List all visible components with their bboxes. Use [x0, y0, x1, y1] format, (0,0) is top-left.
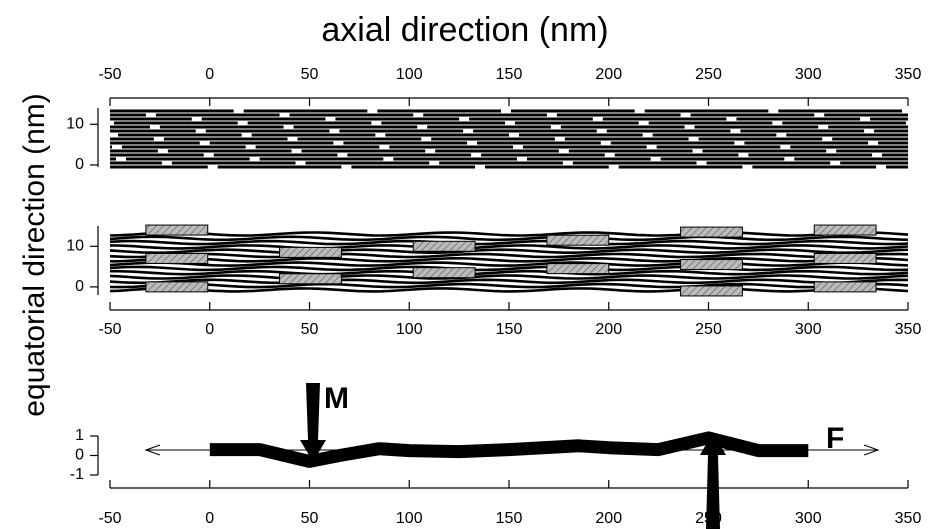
x-tick-label: 300 [795, 66, 822, 83]
y-tick-label: -1 [70, 466, 84, 483]
fibril [109, 282, 909, 289]
fibril [109, 231, 909, 237]
overlap-region [145, 281, 209, 293]
fibril [109, 239, 909, 246]
overlap-region [680, 226, 743, 238]
fibril-curve [209, 431, 809, 468]
fibril [110, 256, 909, 263]
y-tick-label: 0 [75, 278, 84, 295]
x-tick-label: -50 [98, 66, 121, 83]
y-tick-label: 0 [75, 156, 84, 173]
overlap-region [546, 263, 610, 275]
y-tick-label: 10 [66, 238, 84, 255]
x-tick-label: 350 [895, 510, 922, 527]
overlap-region [680, 285, 743, 297]
x-tick-label: 0 [205, 510, 214, 527]
x-tick-label: 200 [595, 510, 622, 527]
x-tick-label: 350 [895, 321, 922, 338]
annotation-f: F [826, 422, 844, 455]
overlap-region [279, 273, 342, 285]
x-tick-label: 0 [205, 66, 214, 83]
x-tick-label: -50 [98, 321, 121, 338]
fibril [110, 269, 909, 276]
fibril [109, 287, 909, 293]
x-tick-label: 350 [895, 66, 922, 83]
x-tick-label: 250 [695, 510, 722, 527]
annotation-m: M [324, 382, 349, 415]
arrow-up [700, 432, 726, 529]
x-tick-label: 250 [695, 66, 722, 83]
fibril [109, 252, 909, 259]
x-tick-label: 250 [695, 321, 722, 338]
force-head [863, 444, 880, 456]
x-tick-label: -50 [98, 510, 121, 527]
x-tick-label: 200 [595, 66, 622, 83]
title: axial direction (nm) [321, 11, 608, 49]
x-tick-label: 50 [301, 510, 319, 527]
overlap-region [813, 252, 877, 264]
overlap-region [145, 252, 209, 264]
x-tick-label: 200 [595, 321, 622, 338]
overlap-region [145, 224, 209, 236]
x-tick-label: 100 [396, 66, 423, 83]
x-tick-label: 100 [396, 510, 423, 527]
overlap-region [412, 240, 476, 252]
fibril [109, 261, 909, 267]
x-tick-label: 300 [795, 321, 822, 338]
fibril [109, 244, 909, 250]
y-tick-label: 1 [75, 427, 84, 444]
x-tick-label: 50 [301, 66, 319, 83]
fibril [109, 235, 909, 242]
fibril [109, 248, 909, 255]
force-head [144, 444, 161, 456]
overlap-region [813, 281, 877, 293]
y-tick-label: 0 [75, 447, 84, 464]
x-tick-label: 150 [496, 66, 523, 83]
x-tick-label: 100 [396, 321, 423, 338]
y-axis-label: equatorial direction (nm) [18, 93, 51, 416]
arrow-m [300, 383, 326, 462]
x-tick-label: 150 [496, 510, 523, 527]
overlap-region [680, 259, 743, 271]
y-tick-label: 10 [66, 115, 84, 132]
x-tick-label: 50 [301, 321, 319, 338]
fibril [109, 274, 909, 280]
overlap-region [412, 267, 476, 279]
overlap-region [813, 224, 877, 236]
overlap-region [279, 246, 342, 258]
x-tick-label: 150 [496, 321, 523, 338]
fibril [109, 278, 909, 285]
fibril [109, 265, 909, 272]
overlap-region [546, 234, 610, 246]
x-tick-label: 300 [795, 510, 822, 527]
x-tick-label: 0 [205, 321, 214, 338]
